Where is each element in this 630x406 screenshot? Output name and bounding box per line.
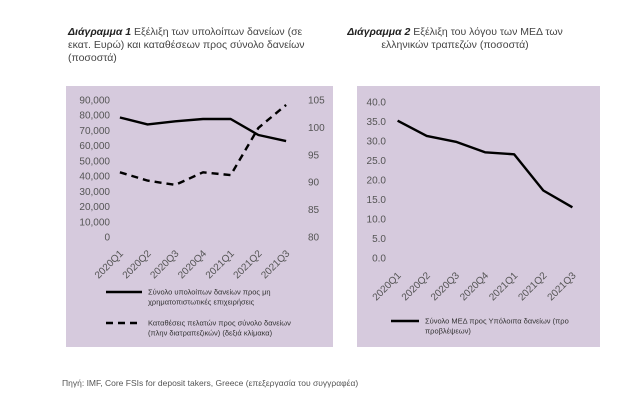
chart2-y-tick-label: 5.0 xyxy=(372,234,386,245)
chart2-title-bold: Διάγραμμα 2 xyxy=(347,26,411,38)
chart1-title-text: Εξέλιξη των υπολοίπων δανείων (σε εκατ. … xyxy=(68,26,305,64)
chart1-y-tick-label: 20,000 xyxy=(79,202,110,213)
chart2-y-tick-label: 10.0 xyxy=(367,215,387,226)
chart2-x-tick-label: 2020Q4 xyxy=(458,270,491,303)
chart2-y-tick-label: 40.0 xyxy=(367,98,387,109)
chart1-y-tick-label: 30,000 xyxy=(79,187,110,198)
source-note: Πηγή: IMF, Core FSIs for deposit takers,… xyxy=(62,378,359,388)
chart2-y-tick-label: 30.0 xyxy=(367,137,387,148)
chart2-x-tick-label: 2021Q1 xyxy=(487,270,520,303)
chart2-title-text: Εξέλιξη του λόγου των ΜΕΔ των ελληνικών … xyxy=(381,26,563,51)
chart1-y-tick-label: 0 xyxy=(104,233,110,244)
chart1-x-tick-label: 2020Q3 xyxy=(148,248,181,281)
chart1-x-tick-label: 2021Q1 xyxy=(204,248,237,281)
chart1-y2-tick-label: 90 xyxy=(308,178,320,189)
chart1-x-tick-label: 2020Q1 xyxy=(93,248,126,281)
chart2-x-tick-label: 2020Q1 xyxy=(371,270,404,303)
chart2-legend-1-label: προβλέψεων) xyxy=(425,327,471,336)
chart2-title: Διάγραμμα 2 Εξέλιξη του λόγου των ΜΕΔ τω… xyxy=(335,26,575,52)
chart1-title-bold: Διάγραμμα 1 xyxy=(68,26,132,38)
chart1-y2-tick-label: 105 xyxy=(308,96,325,107)
chart1-y-tick-label: 60,000 xyxy=(79,141,110,152)
chart2-x-tick-label: 2021Q3 xyxy=(546,270,579,303)
chart1-x-tick-label: 2020Q2 xyxy=(121,248,154,281)
chart2-y-tick-label: 35.0 xyxy=(367,117,387,128)
chart2-x-tick-label: 2020Q3 xyxy=(429,270,462,303)
chart2-x-tick-label: 2020Q2 xyxy=(400,270,433,303)
chart2-svg: 0.0 5.0 10.0 15.0 20.0 25.0 30.0 35.0 40.0 2020Q1… xyxy=(367,98,579,336)
chart1-legend-2-label: (πλην διατραπεζικών) (δεξιά κλίμακα) xyxy=(148,329,273,338)
chart1-y2-tick-label: 95 xyxy=(308,150,320,161)
chart1-legend-1-label: χρηματοπιστωτικές επιχειρήσεις xyxy=(148,298,255,307)
chart1-panel: 0 10,000 20,000 30,000 40,000 50,000 60,000 70,… xyxy=(66,86,333,347)
chart1-x-tick-label: 2021Q2 xyxy=(232,248,265,281)
chart2-y-tick-label: 0.0 xyxy=(372,254,386,265)
chart1-y-tick-label: 90,000 xyxy=(79,96,110,107)
chart1-y2-tick-label: 100 xyxy=(308,123,325,134)
chart2-x-tick-label: 2021Q2 xyxy=(516,270,549,303)
chart2-panel: 0.0 5.0 10.0 15.0 20.0 25.0 30.0 35.0 40.0 2020Q1… xyxy=(357,86,600,347)
chart1-series-1-line xyxy=(119,116,287,143)
chart1-y2-tick-label: 85 xyxy=(308,205,320,216)
chart1-series-2-line xyxy=(119,103,287,187)
chart1-y-tick-label: 10,000 xyxy=(79,217,110,228)
chart1-legend-2-label: Καταθέσεις πελατών προς σύνολο δανείων xyxy=(148,319,291,328)
chart1-y-tick-label: 40,000 xyxy=(79,172,110,183)
chart1-y-tick-label: 70,000 xyxy=(79,126,110,137)
chart2-y-tick-label: 15.0 xyxy=(367,195,387,206)
chart2-legend-1-label: Σύνολο ΜΕΔ προς Υπόλοιπα δανείων (προ xyxy=(425,317,569,326)
chart1-y2-tick-label: 80 xyxy=(308,233,320,244)
chart1-y-tick-label: 80,000 xyxy=(79,111,110,122)
chart1-x-tick-label: 2020Q4 xyxy=(176,248,209,281)
chart2-y-tick-label: 25.0 xyxy=(367,156,387,167)
chart1-title: Διάγραμμα 1 Εξέλιξη των υπολοίπων δανείω… xyxy=(68,26,308,65)
chart1-legend-1-label: Σύνολο υπολοίπων δανείων προς μη xyxy=(148,288,271,297)
chart1-y-tick-label: 50,000 xyxy=(79,156,110,167)
chart2-series-1-line xyxy=(397,119,573,209)
chart2-y-tick-label: 20.0 xyxy=(367,176,387,187)
chart1-x-tick-label: 2021Q3 xyxy=(259,248,292,281)
chart1-svg: 0 10,000 20,000 30,000 40,000 50,000 60,000 70,… xyxy=(79,96,325,338)
